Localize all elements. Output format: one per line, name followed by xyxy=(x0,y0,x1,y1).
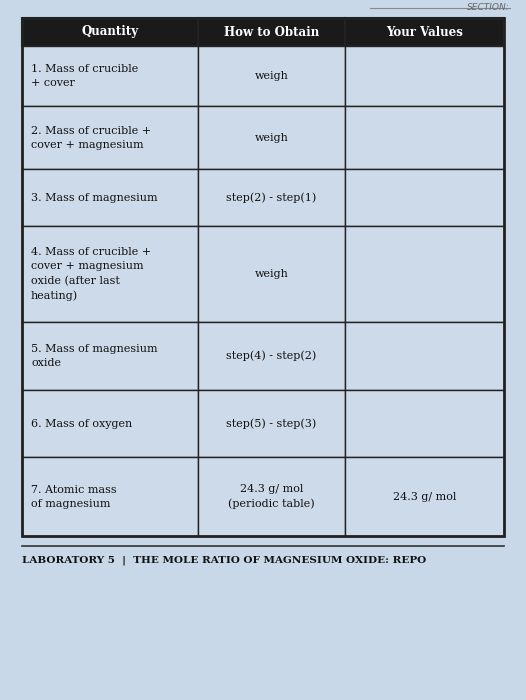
Text: 2. Mass of crucible +
cover + magnesium: 2. Mass of crucible + cover + magnesium xyxy=(31,126,151,150)
Bar xyxy=(198,457,345,536)
Text: 7. Atomic mass
of magnesium: 7. Atomic mass of magnesium xyxy=(31,484,117,509)
Text: 1. Mass of crucible
+ cover: 1. Mass of crucible + cover xyxy=(31,64,138,88)
Text: weigh: weigh xyxy=(255,269,288,279)
Bar xyxy=(22,457,198,536)
Bar xyxy=(345,322,504,390)
Text: weigh: weigh xyxy=(255,71,288,81)
Text: 5. Mass of magnesium
oxide: 5. Mass of magnesium oxide xyxy=(31,344,158,368)
Text: Your Values: Your Values xyxy=(386,25,463,38)
Bar xyxy=(22,390,198,457)
Bar xyxy=(345,106,504,169)
Bar xyxy=(22,169,198,226)
Bar xyxy=(345,226,504,322)
Bar xyxy=(22,106,198,169)
Text: 4. Mass of crucible +
cover + magnesium
oxide (after last
heating): 4. Mass of crucible + cover + magnesium … xyxy=(31,247,151,301)
Bar xyxy=(22,18,504,536)
Bar xyxy=(22,322,198,390)
Bar xyxy=(345,46,504,106)
Text: 24.3 g/ mol: 24.3 g/ mol xyxy=(393,491,456,502)
Bar xyxy=(345,390,504,457)
Text: How to Obtain: How to Obtain xyxy=(224,25,319,38)
Bar xyxy=(22,18,198,46)
Bar xyxy=(198,322,345,390)
Bar xyxy=(198,46,345,106)
Text: step(2) - step(1): step(2) - step(1) xyxy=(226,193,317,203)
Text: 3. Mass of magnesium: 3. Mass of magnesium xyxy=(31,193,158,203)
Text: SECTION:: SECTION: xyxy=(467,3,510,12)
Text: step(4) - step(2): step(4) - step(2) xyxy=(226,351,317,361)
Text: step(5) - step(3): step(5) - step(3) xyxy=(226,419,317,429)
Bar xyxy=(22,46,198,106)
Bar xyxy=(198,106,345,169)
Text: Quantity: Quantity xyxy=(82,25,138,38)
Bar xyxy=(198,390,345,457)
Bar xyxy=(198,226,345,322)
Bar xyxy=(198,18,345,46)
Bar xyxy=(345,169,504,226)
Bar xyxy=(345,18,504,46)
Bar xyxy=(22,226,198,322)
Bar xyxy=(198,169,345,226)
Text: weigh: weigh xyxy=(255,133,288,143)
Text: 6. Mass of oxygen: 6. Mass of oxygen xyxy=(31,419,132,428)
Bar xyxy=(345,457,504,536)
Text: 24.3 g/ mol
(periodic table): 24.3 g/ mol (periodic table) xyxy=(228,484,315,509)
Text: LABORATORY 5  |  THE MOLE RATIO OF MAGNESIUM OXIDE: REPO: LABORATORY 5 | THE MOLE RATIO OF MAGNESI… xyxy=(22,556,426,566)
